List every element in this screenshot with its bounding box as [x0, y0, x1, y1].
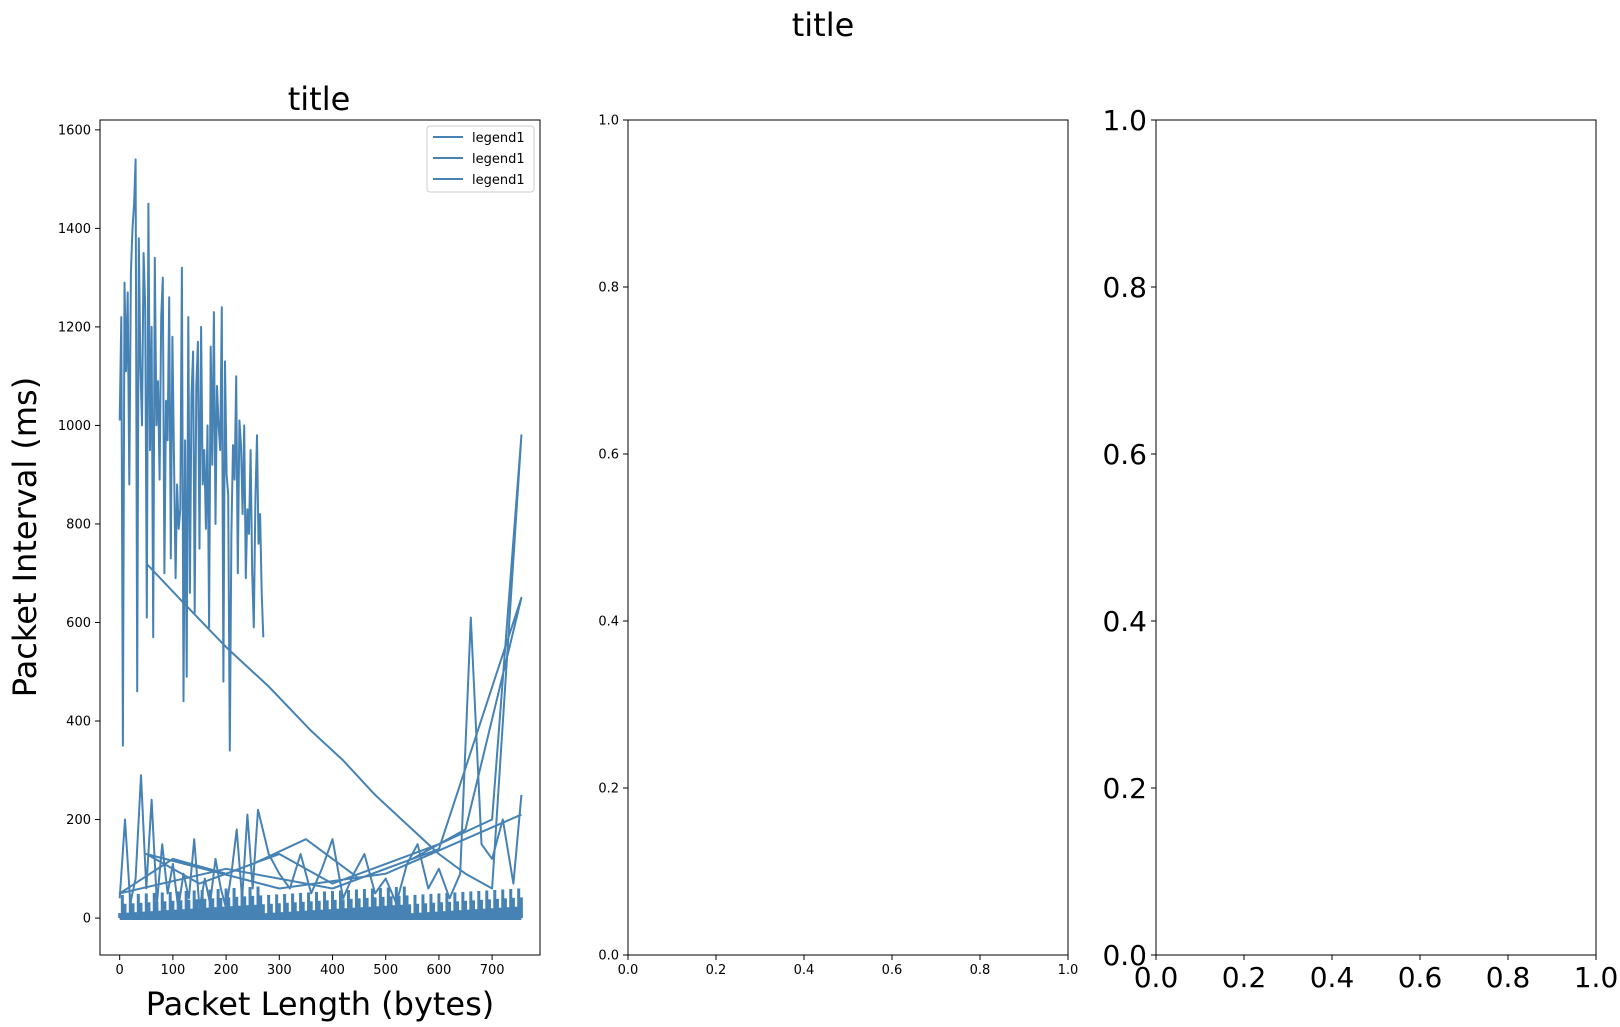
- y-tick-label: 0.2: [1102, 772, 1147, 805]
- x-tick-label: 400: [320, 963, 345, 978]
- y-tick-label: 1200: [58, 320, 91, 335]
- panel-2-x-ticks: 0.0 0.2 0.4 0.6 0.8 1.0: [618, 955, 1079, 978]
- x-tick-label: 0.8: [1486, 961, 1531, 994]
- panel-2-axes-frame: [627, 119, 1069, 956]
- x-tick-label: 0.6: [1398, 961, 1443, 994]
- series-line-1: [118, 158, 265, 752]
- y-tick-label: 1600: [58, 123, 91, 138]
- x-tick-label: 0.4: [794, 963, 815, 978]
- panel-2-y-ticks: 0.0 0.2 0.4 0.6 0.8 1.0: [598, 114, 628, 964]
- panel-1-axes-frame: [99, 119, 541, 956]
- x-tick-label: 0.6: [882, 963, 903, 978]
- y-tick-label: 0.0: [598, 949, 619, 964]
- panel-1-x-ticks: 0 100 200 300 400 500 600 700: [116, 955, 505, 978]
- y-tick-label: 800: [66, 518, 91, 533]
- y-tick-label: 0.6: [598, 448, 619, 463]
- panel-2: 0.0 0.2 0.4 0.6 0.8 1.0 0.0 0.2 0.4 0.6 0.8 1.0: [598, 114, 1079, 978]
- x-tick-label: 700: [480, 963, 505, 978]
- x-tick-label: 0: [116, 963, 124, 978]
- y-tick-label: 0.0: [1102, 939, 1147, 972]
- panel-3-y-ticks: 0.0 0.2 0.4 0.6 0.8 1.0: [1102, 104, 1156, 972]
- y-tick-label: 600: [66, 616, 91, 631]
- x-tick-label: 500: [373, 963, 398, 978]
- x-tick-label: 0.0: [1134, 961, 1179, 994]
- y-tick-label: 1.0: [1102, 104, 1147, 137]
- y-tick-label: 1400: [58, 222, 91, 237]
- panel-3: 0.0 0.2 0.4 0.6 0.8 1.0 0.0 0.2 0.4 0.6 0.8 1.0: [1102, 104, 1618, 994]
- x-tick-label: 0.2: [706, 963, 727, 978]
- x-tick-label: 0.8: [970, 963, 991, 978]
- panel-1-title: title: [288, 80, 351, 118]
- y-tick-label: 0.6: [1102, 438, 1147, 471]
- x-tick-label: 600: [426, 963, 451, 978]
- panel-1-plot-lines: [118, 158, 523, 921]
- series-line-3: [118, 434, 523, 895]
- x-tick-label: 0.2: [1222, 961, 1267, 994]
- x-tick-label: 0.4: [1310, 961, 1355, 994]
- y-tick-label: 0: [83, 912, 91, 927]
- panel-1-legend: legend1 legend1 legend1: [426, 125, 535, 193]
- series-line-2: [118, 616, 523, 910]
- x-tick-label: 100: [160, 963, 185, 978]
- x-tick-label: 1.0: [1574, 961, 1619, 994]
- panel-1-y-ticks: 0 200 400 600 800 1000 1200 1400 1600: [58, 123, 100, 927]
- y-tick-label: 0.2: [598, 782, 619, 797]
- y-tick-label: 400: [66, 715, 91, 730]
- y-tick-label: 0.4: [1102, 605, 1147, 638]
- legend-box: [426, 125, 535, 193]
- x-tick-label: 200: [214, 963, 239, 978]
- figure-suptitle: title: [792, 6, 855, 44]
- legend-entry-label: legend1: [472, 131, 525, 146]
- x-tick-label: 1.0: [1058, 963, 1079, 978]
- panel-3-x-ticks: 0.0 0.2 0.4 0.6 0.8 1.0: [1134, 955, 1619, 994]
- y-tick-label: 0.4: [598, 615, 619, 630]
- panel-1-x-axis-label: Packet Length (bytes): [146, 985, 495, 1023]
- y-tick-label: 0.8: [598, 281, 619, 296]
- y-tick-label: 1.0: [598, 114, 619, 129]
- legend-entry-label: legend1: [472, 173, 525, 188]
- y-tick-label: 1000: [58, 419, 91, 434]
- panel-1-y-axis-label: Packet Interval (ms): [6, 377, 44, 697]
- legend-entry-label: legend1: [472, 152, 525, 167]
- y-tick-label: 200: [66, 813, 91, 828]
- panel-3-axes-frame: [1155, 119, 1597, 956]
- panel-1: title 0 100 200 300 400 500 600 700 0 200 400 600 8…: [6, 80, 541, 1023]
- x-tick-label: 300: [267, 963, 292, 978]
- x-tick-label: 0.0: [618, 963, 639, 978]
- y-tick-label: 0.8: [1102, 271, 1147, 304]
